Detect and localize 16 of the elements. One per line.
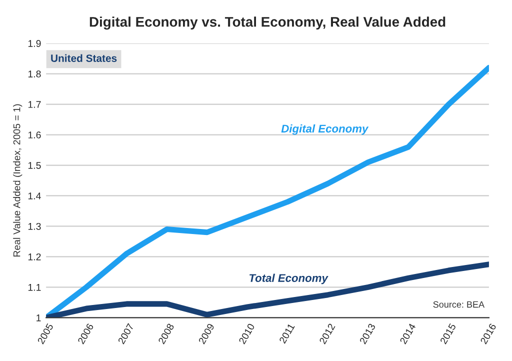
y-axis-title: Real Value Added (Index, 2005 = 1): [13, 104, 22, 256]
y-tick-label: 1.9: [28, 40, 41, 47]
y-tick-label: 1.6: [28, 132, 41, 138]
annotation: Source: BEA: [433, 301, 485, 308]
y-tick-label: 1.1: [28, 284, 41, 291]
y-tick-label: 1.8: [28, 70, 41, 78]
y-tick-label: 1.7: [28, 101, 41, 108]
y-tick-label: 1.4: [28, 192, 41, 200]
text: Digital Economy: [281, 124, 369, 135]
y-tick-label: 1: [36, 314, 41, 322]
series-label: Total Economy: [249, 274, 328, 284]
y-tick-label: 1.5: [28, 162, 41, 169]
y-tick-label: 1.3: [28, 222, 41, 230]
y-tick-label: 1.2: [28, 253, 41, 260]
annotation: United States: [51, 54, 117, 62]
chart-title: Digital Economy vs. Total Economy, Real Value Added: [90, 16, 446, 30]
